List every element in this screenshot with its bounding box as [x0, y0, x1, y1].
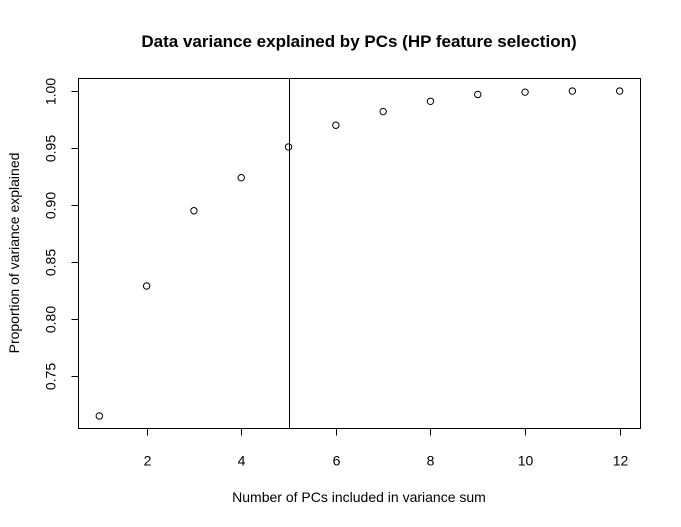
- y-tick-label: 0.80: [43, 306, 59, 333]
- y-tick-label: 0.85: [43, 249, 59, 276]
- x-axis: 2 4 6 8 10 12: [144, 428, 629, 469]
- data-point: [615, 87, 624, 95]
- x-tick-label: 6: [333, 453, 341, 469]
- chart-title: Data variance explained by PCs (HP featu…: [141, 32, 576, 51]
- data-point: [521, 88, 529, 96]
- data-point: [284, 143, 293, 151]
- x-tick-label: 4: [238, 453, 246, 469]
- data-point: [474, 90, 482, 99]
- x-tick-label: 12: [613, 453, 629, 469]
- x-tick-label: 8: [427, 453, 435, 469]
- data-point: [142, 282, 151, 290]
- y-axis: 0.75 0.80 0.85 0.90 0.95 1.00: [43, 78, 79, 390]
- x-tick-label: 10: [518, 453, 534, 469]
- data-point: [426, 97, 435, 106]
- data-point: [190, 207, 198, 215]
- y-tick-label: 0.95: [43, 135, 59, 162]
- y-axis-label: Proportion of variance explained: [6, 153, 22, 354]
- data-point: [95, 412, 104, 420]
- y-tick-label: 0.75: [43, 363, 59, 390]
- y-tick-label: 0.90: [43, 192, 59, 219]
- data-point: [332, 121, 340, 129]
- x-tick-label: 2: [144, 453, 152, 469]
- data-point: [568, 87, 577, 95]
- data-point: [379, 107, 387, 116]
- data-points: [95, 87, 624, 420]
- x-axis-label: Number of PCs included in variance sum: [232, 489, 486, 505]
- y-tick-label: 1.00: [43, 78, 59, 105]
- plot-frame: [78, 78, 641, 429]
- data-point: [237, 173, 245, 182]
